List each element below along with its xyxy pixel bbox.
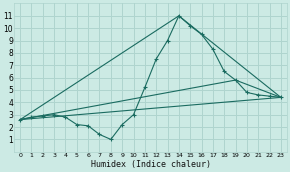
X-axis label: Humidex (Indice chaleur): Humidex (Indice chaleur) (90, 159, 211, 169)
